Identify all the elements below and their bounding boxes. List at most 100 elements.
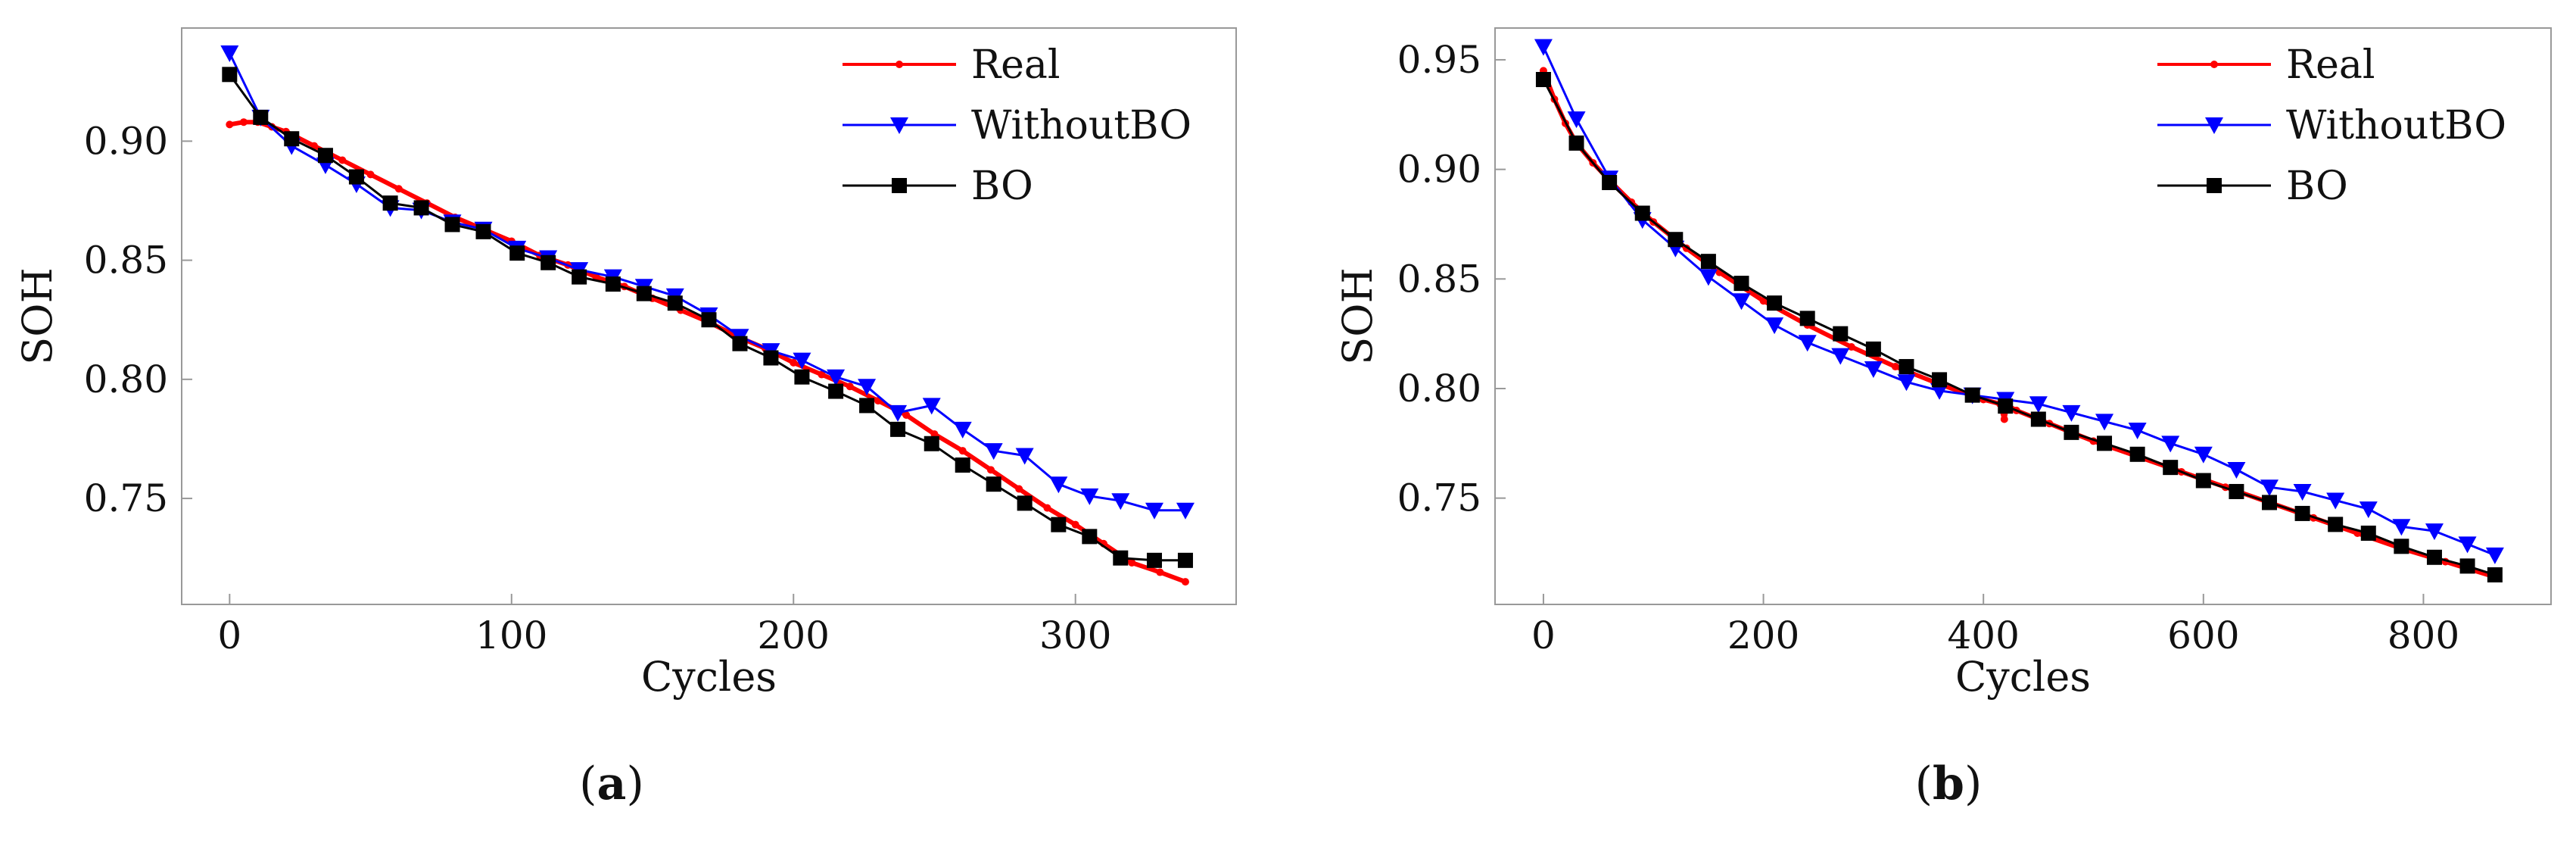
chart-a-series-withoutbo-point [793,352,811,370]
chart-a-series-bo-point [859,398,875,414]
chart-b-series-real-point [1847,343,1855,351]
chart-b-series-withoutbo-point [1699,269,1718,286]
chart-b-series-bo-point [1568,135,1584,151]
chart-a-y-axis-title: SOH [14,267,61,364]
chart-a-series-bo-point [1082,529,1098,545]
chart-b-series-bo-point [2394,539,2409,554]
chart-a-series-real-point [366,170,375,179]
chart-a-series-real-point [790,358,798,367]
chart-b-series-bo-line [1542,79,2496,576]
chart-b-legend: Real WithoutBO BO [2157,42,2506,209]
chart-b-y-axis-title: SOH [1334,267,1381,364]
chart-b-x-axis-title: Cycles [1955,653,2091,701]
chart-b-series-withoutbo-point [2326,492,2345,510]
chart-a-series-bo-point [955,457,970,473]
chart-a-x-tick-label: 100 [475,614,547,657]
chart-a-series-bo-point [382,195,398,211]
chart-a-series-withoutbo-point [889,404,908,422]
chart-b-legend-marker-bo [2207,178,2222,193]
chart-a-series-real-point [818,370,826,379]
chart-a-y-tick-label: 0.90 [84,119,168,163]
chart-a-series-real-point [1181,578,1189,586]
chart-b-series-withoutbo [1534,39,2504,564]
chart-a-series-withoutbo-point [858,379,877,396]
chart-a-x-tick-label: 200 [758,614,830,657]
chart-b-series-withoutbo-point [1732,293,1751,311]
chart-b-series-bo-point [1733,276,1749,292]
chart-b-series-real-point [1891,363,1899,371]
chart-b-series-withoutbo-point [1897,374,1916,392]
chart-a-series-real-point [1156,568,1164,576]
chart-b-series-bo-point [2064,424,2079,440]
chart-a-x-tick-label: 0 [217,614,241,657]
chart-a-series-real-point [1071,520,1079,529]
chart-b-series-bo-point [2097,436,2113,451]
chart-b-series-withoutbo-point [2194,446,2213,464]
chart-a-series-real-point [226,120,234,129]
chart-b-series-bo-point [2459,558,2475,574]
chart-a-legend-label-withoutbo: WithoutBO [971,103,1191,148]
chart-b-series-bo-point [1767,295,1783,311]
chart-b-series-withoutbo-point [1567,111,1586,129]
chart-a-series-bo-point [636,286,652,301]
chart-b-series-withoutbo-point [2392,519,2411,536]
chart-a-y-tick-label: 0.75 [84,476,168,520]
chart-a-y-tick-label: 0.85 [84,239,168,283]
chart-b-legend-marker-withoutbo [2205,117,2223,134]
chart-a-series-withoutbo-point [1049,476,1068,494]
chart-b-x-tick-label: 400 [1947,614,2019,657]
chart-a-series-bo-point [317,148,333,164]
chart-a-series-bo-point [1146,552,1162,568]
chart-b-series-bo-point [2163,460,2179,476]
chart-b-series-bo [1535,71,2503,582]
chart-b-series-bo-point [1700,254,1716,270]
chart-b-series-withoutbo-point [2227,462,2246,479]
chart-a-x-tick-label: 300 [1039,614,1111,657]
chart-a-series-withoutbo-point [1015,448,1034,465]
chart-b-series-bo-point [2030,411,2046,427]
chart-a-series-bo-point [1017,495,1033,511]
chart-b-series-real-point [2000,415,2008,423]
chart-b-y-tick-label: 0.75 [1397,476,1481,520]
chart-a-legend-marker-real [896,61,903,68]
chart-a-series-bo-point [828,383,844,399]
chart-a-series-real-point [592,273,600,281]
chart-b-series-bo-point [1634,205,1650,221]
chart-a-series-real-point [1015,485,1023,493]
chart-a-series-bo-point [890,421,906,437]
chart-a-series-bo-point [794,369,810,385]
chart-a-series-bo-point [732,336,748,351]
chart-b-series-bo-point [2426,549,2442,565]
chart-b-legend-label-bo: BO [2286,164,2348,209]
chart-a-series-withoutbo-point [922,398,941,415]
chart-b-series-bo-point [1602,174,1618,190]
chart-a-legend-marker-withoutbo [890,117,908,134]
chart-b-series-bo-point [2195,473,2211,489]
chart-b-panel-label: (b) [1915,757,1983,810]
chart-a-y-tick-label: 0.80 [84,357,168,401]
chart-b-series-withoutbo-point [2485,547,2504,564]
chart-b-series-real-point [1759,297,1768,305]
chart-b-y-tick-label: 0.80 [1397,367,1481,411]
chart-a-series-real-point [930,430,939,439]
chart-b-x-tick-label: 800 [2388,614,2459,657]
chart-a-series-bo-point [605,276,621,292]
chart-a-series-bo-point [1051,517,1067,532]
chart-a-series-bo-point [701,312,717,328]
chart-b-x-tick-label: 0 [1531,614,1556,657]
chart-a: 0.75 0.80 0.85 0.90 0 100 200 300 Cycles SOH Real W… [14,27,1237,810]
chart-b-series-bo-point [1535,71,1551,87]
chart-a-series-real-point [1043,504,1051,512]
chart-b-series-bo-point [1799,311,1815,326]
chart-a-series-bo-point [413,200,429,216]
chart-b-series-bo-point [1998,398,2014,414]
chart-a-series-withoutbo-point [1145,502,1163,520]
chart-a-series-bo-point [253,109,269,125]
chart-b-series-withoutbo-point [2161,436,2180,453]
chart-a-series-real-point [338,156,347,164]
chart-b-series-bo-point [2360,525,2376,541]
chart-a-series-withoutbo-point [984,443,1003,461]
chart-b-legend-label-withoutbo: WithoutBO [2286,103,2506,148]
chart-b-series-withoutbo-point [1831,348,1850,365]
